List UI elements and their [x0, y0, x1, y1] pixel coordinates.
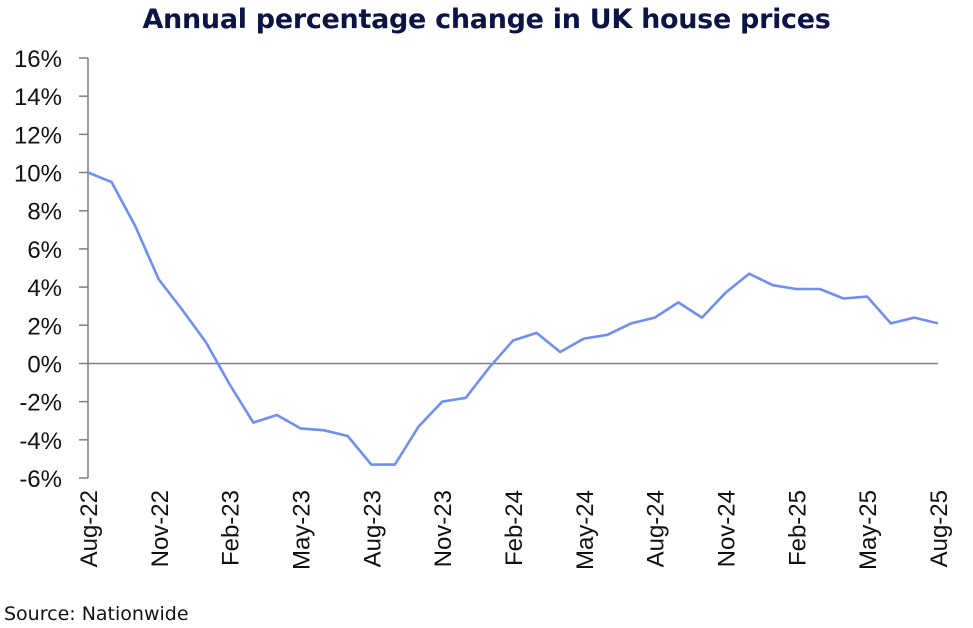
y-tick-label: -2% — [19, 390, 62, 417]
series-line — [87, 171, 939, 466]
y-tick-label: 10% — [14, 161, 62, 188]
y-tick-label: 12% — [14, 122, 62, 149]
x-tick-label: Feb-24 — [501, 490, 528, 566]
x-tick-label: Nov-24 — [714, 490, 741, 567]
y-tick-label: -4% — [19, 428, 62, 455]
y-tick-label: 6% — [27, 237, 62, 264]
y-axis: 16% 14% 12% 10% 8% 6% 4% 2% 0% -2% -4% -6% — [14, 46, 89, 493]
y-tick-label: 0% — [27, 351, 62, 378]
x-tick-label: May-24 — [572, 490, 599, 570]
x-tick-label: May-25 — [855, 490, 882, 570]
y-tick-label: 14% — [14, 84, 62, 111]
x-tick-label: Aug-23 — [359, 490, 386, 567]
source-note: Source: Nationwide — [4, 603, 189, 625]
y-tick-label: 8% — [27, 199, 62, 226]
x-tick-label: May-23 — [289, 490, 316, 570]
y-tick-label: 16% — [14, 46, 62, 73]
x-tick-label: Aug-25 — [926, 490, 953, 567]
x-tick-label: Nov-23 — [430, 490, 457, 567]
x-tick-label: Feb-23 — [218, 490, 245, 566]
x-tick-label: Feb-25 — [784, 490, 811, 566]
chart-title: Annual percentage change in UK house pri… — [142, 4, 831, 35]
y-tick-label: 2% — [27, 313, 62, 340]
x-axis-labels: Aug-22 Nov-22 Feb-23 May-23 Aug-23 Nov-23 Feb-… — [76, 490, 953, 570]
y-tick-label: 4% — [27, 275, 62, 302]
x-tick-label: Nov-22 — [147, 490, 174, 567]
x-tick-label: Aug-22 — [76, 490, 103, 567]
y-tick-label: -6% — [19, 466, 62, 493]
series-layer — [87, 171, 939, 466]
x-tick-label: Aug-24 — [643, 490, 670, 567]
